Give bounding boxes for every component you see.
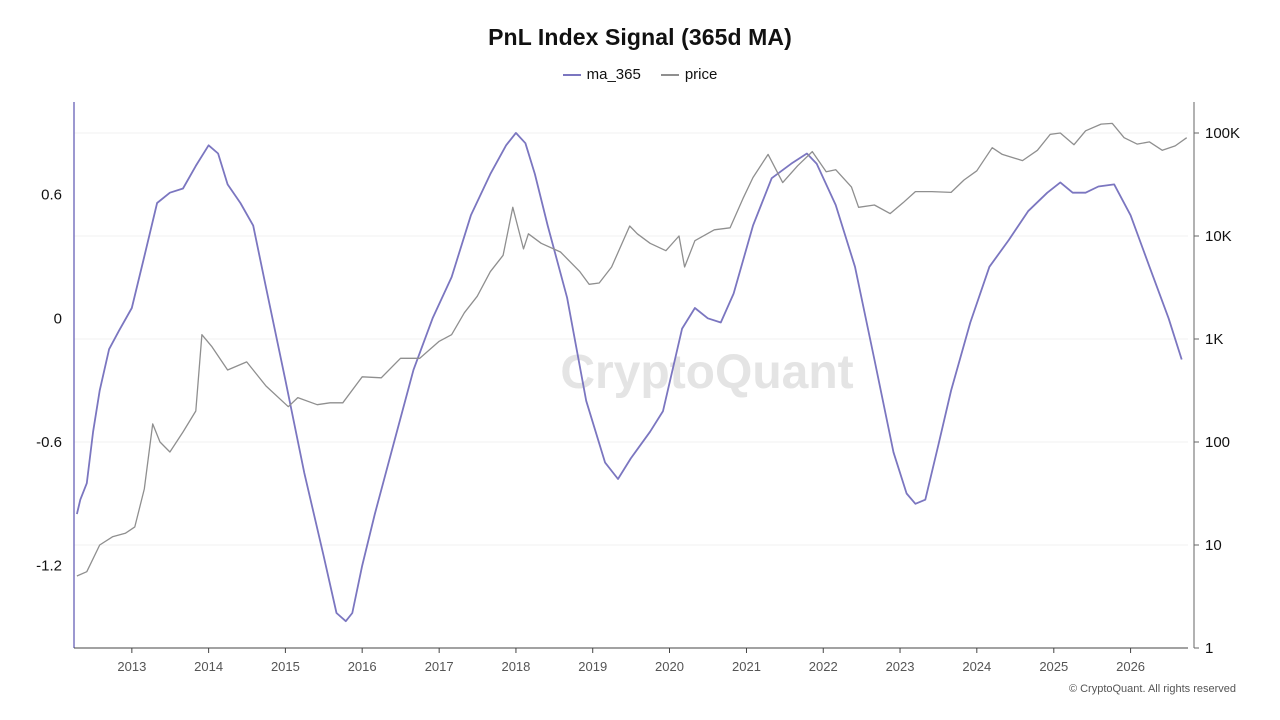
- legend: ma_365 price: [0, 66, 1280, 83]
- x-tick-label-2017: 2017: [425, 659, 454, 674]
- legend-swatch-ma-365: [562, 73, 581, 76]
- copyright-footer: © CryptoQuant. All rights reserved: [1068, 683, 1236, 695]
- legend-label-ma-365: ma_365: [586, 66, 641, 83]
- x-tick-label-2026: 2026: [1116, 659, 1145, 674]
- y-left-tick-label-0: 0.6: [41, 187, 62, 204]
- x-tick-label-2025: 2025: [1039, 659, 1068, 674]
- x-tick-label-2021: 2021: [732, 659, 761, 674]
- x-tick-label-2014: 2014: [194, 659, 223, 674]
- x-tick-label-2019: 2019: [578, 659, 607, 674]
- x-tick-label-2015: 2015: [271, 659, 300, 674]
- x-tick-label-2024: 2024: [962, 659, 991, 674]
- legend-label-price: price: [684, 66, 718, 83]
- y-left-tick-label-2: -0.6: [36, 434, 62, 451]
- x-tick-label-2022: 2022: [809, 659, 838, 674]
- series-line-ma-365: [76, 132, 1183, 623]
- y-right-tick-label-5: 1: [1205, 640, 1213, 657]
- y-right-tick-label-3: 100: [1205, 434, 1230, 451]
- y-right-tick-label-2: 1K: [1205, 331, 1223, 348]
- x-tick-label-2013: 2013: [117, 659, 146, 674]
- x-tick-label-2020: 2020: [655, 659, 684, 674]
- y-right-tick-label-4: 10: [1205, 537, 1222, 554]
- legend-swatch-price: [660, 73, 679, 76]
- y-left-tick-label-3: -1.2: [36, 558, 62, 575]
- watermark: CryptoQuant: [560, 346, 853, 399]
- legend-item-price[interactable]: price: [660, 66, 718, 83]
- series-line-price: [76, 122, 1188, 577]
- y-right-tick-label-1: 10K: [1205, 228, 1232, 245]
- x-tick-label-2023: 2023: [886, 659, 915, 674]
- x-tick-label-2016: 2016: [348, 659, 377, 674]
- chart-title: PnL Index Signal (365d MA): [488, 24, 792, 50]
- x-tick-label-2018: 2018: [501, 659, 530, 674]
- y-right-tick-label-0: 100K: [1205, 125, 1240, 142]
- y-left-tick-label-1: 0: [54, 310, 62, 327]
- legend-item-ma-365[interactable]: ma_365: [562, 66, 641, 83]
